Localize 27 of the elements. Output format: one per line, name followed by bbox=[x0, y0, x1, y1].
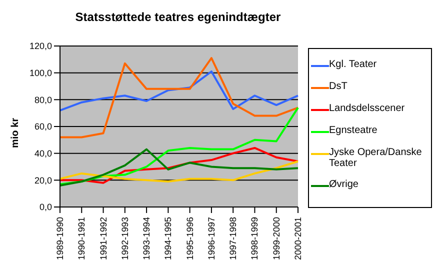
x-tick-label: 1997-1998 bbox=[228, 217, 238, 260]
x-tick-label: 2000-2001 bbox=[293, 217, 303, 260]
y-tick-label: 40,0 bbox=[34, 148, 52, 159]
x-tick-label: 1992-1993 bbox=[120, 217, 130, 260]
y-tick-label: 20,0 bbox=[34, 175, 52, 186]
y-tick-label: 60,0 bbox=[34, 122, 52, 132]
legend-label: Landsdelsscener bbox=[329, 103, 405, 114]
legend-label: Øvrige bbox=[329, 179, 358, 190]
x-tick-label: 1998-1999 bbox=[250, 217, 260, 260]
x-tick-label: 1993-1994 bbox=[142, 217, 152, 260]
chart-title: Statsstøttede teatres egenindtægter bbox=[74, 10, 282, 24]
x-tick-label: 1990-1991 bbox=[76, 217, 87, 260]
x-tick-label: 1994-1995 bbox=[163, 217, 174, 260]
x-tick-label: 1995-1996 bbox=[184, 217, 195, 260]
y-tick-label: 80,0 bbox=[34, 94, 52, 105]
x-tick-label: 1996-1997 bbox=[206, 217, 216, 260]
y-tick-label: 0,0 bbox=[39, 202, 52, 212]
x-tick-label: 1999-2000 bbox=[271, 217, 282, 260]
x-tick-label: 1991-1992 bbox=[98, 217, 108, 260]
legend-label: Egnsteatre bbox=[329, 125, 378, 136]
y-tick-label: 100,0 bbox=[29, 68, 52, 78]
y-axis-title: mio kr bbox=[10, 118, 21, 148]
y-tick-label: 120,0 bbox=[29, 41, 52, 52]
x-tick-label: 1989-1990 bbox=[55, 217, 65, 260]
legend-label: DsT bbox=[329, 81, 348, 92]
legend-label: Kgl. Teater bbox=[329, 59, 377, 70]
legend-label: Jyske Opera/Danske Teater bbox=[329, 147, 423, 169]
